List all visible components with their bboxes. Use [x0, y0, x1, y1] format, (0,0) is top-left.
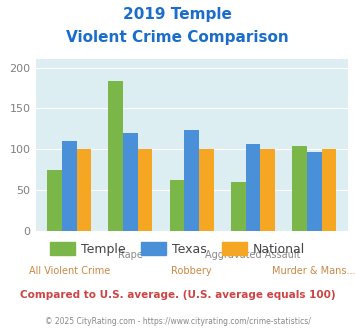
Legend: Temple, Texas, National: Temple, Texas, National	[45, 237, 310, 261]
Bar	[231, 182, 246, 231]
Bar	[62, 141, 77, 231]
Text: All Violent Crime: All Violent Crime	[28, 266, 110, 276]
Bar	[123, 133, 138, 231]
Bar	[322, 149, 336, 231]
Bar	[307, 152, 322, 231]
Text: Robbery: Robbery	[171, 266, 212, 276]
Text: Violent Crime Comparison: Violent Crime Comparison	[66, 30, 289, 45]
Bar	[138, 149, 153, 231]
Bar	[199, 149, 214, 231]
Bar	[170, 180, 184, 231]
Bar	[77, 149, 91, 231]
Text: Aggravated Assault: Aggravated Assault	[205, 250, 301, 260]
Bar	[292, 146, 307, 231]
Bar	[108, 81, 123, 231]
Bar	[184, 130, 199, 231]
Text: 2019 Temple: 2019 Temple	[123, 7, 232, 21]
Text: Compared to U.S. average. (U.S. average equals 100): Compared to U.S. average. (U.S. average …	[20, 290, 335, 300]
Text: Murder & Mans...: Murder & Mans...	[272, 266, 355, 276]
Bar	[47, 170, 62, 231]
Text: Rape: Rape	[118, 250, 143, 260]
Text: © 2025 CityRating.com - https://www.cityrating.com/crime-statistics/: © 2025 CityRating.com - https://www.city…	[45, 317, 310, 326]
Bar	[260, 149, 275, 231]
Bar	[246, 145, 260, 231]
